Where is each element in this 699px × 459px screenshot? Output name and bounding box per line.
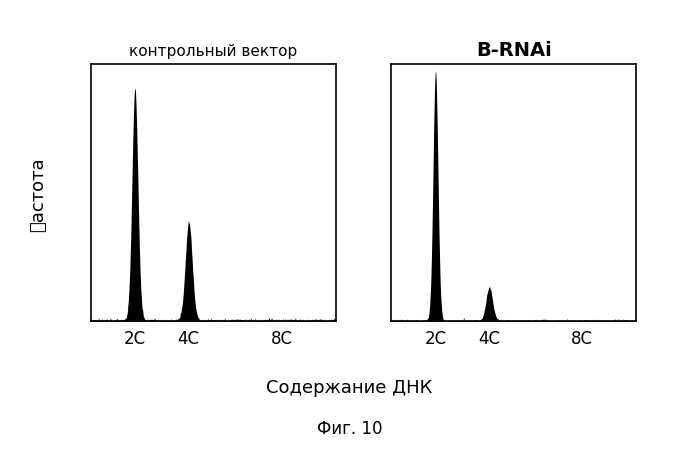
- Text: Содержание ДНК: Содержание ДНК: [266, 379, 433, 397]
- Title: B-RNAi: B-RNAi: [476, 41, 552, 60]
- Text: Фиг. 10: Фиг. 10: [317, 420, 382, 438]
- Text: 䉿астота: 䉿астота: [29, 158, 48, 232]
- Title: контрольный вектор: контрольный вектор: [129, 44, 297, 59]
